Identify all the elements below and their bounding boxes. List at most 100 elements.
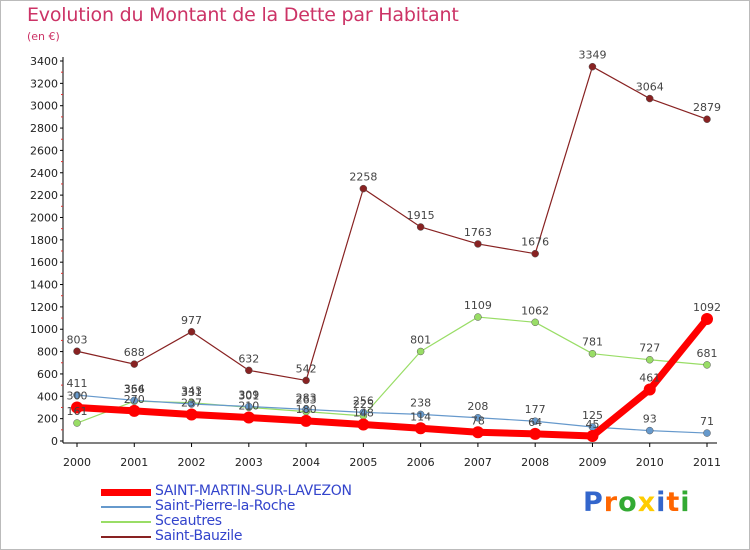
data-label: 125 (582, 409, 603, 422)
logo-letter: P (583, 487, 604, 518)
data-point (357, 418, 370, 431)
legend-swatch (101, 536, 151, 538)
legend-label: Saint-Bauzile (155, 528, 243, 544)
x-tick-label: 2004 (292, 456, 320, 469)
data-label: 681 (697, 347, 718, 360)
data-label: 208 (467, 400, 488, 413)
y-tick-label: 2600 (30, 144, 58, 157)
data-point (531, 249, 539, 258)
data-point (300, 414, 313, 427)
data-point (359, 408, 368, 417)
data-point (187, 328, 196, 336)
y-tick-label: 1800 (30, 234, 58, 247)
data-label: 263 (296, 394, 317, 407)
data-label: 343 (181, 385, 202, 398)
y-tick-label: 3400 (30, 55, 58, 68)
data-label: 71 (700, 415, 714, 428)
data-label: 2879 (693, 101, 721, 114)
y-tick-label: 3000 (30, 100, 58, 113)
data-point (185, 408, 198, 421)
data-label: 78 (471, 414, 485, 427)
data-label: 237 (181, 397, 202, 410)
x-tick-label: 2000 (63, 456, 91, 469)
data-label: 977 (181, 314, 202, 327)
data-point (245, 366, 253, 375)
data-label: 461 (639, 371, 660, 384)
data-label: 180 (296, 403, 317, 416)
x-tick-label: 2011 (693, 456, 721, 469)
data-label: 161 (67, 405, 88, 418)
data-label: 1092 (693, 301, 721, 314)
data-label: 688 (124, 346, 145, 359)
x-tick-label: 2002 (178, 456, 206, 469)
data-point (128, 404, 141, 417)
data-point (73, 391, 81, 399)
y-tick-label: 800 (37, 346, 58, 359)
logo-letter: x (637, 487, 657, 518)
data-label: 801 (410, 333, 431, 346)
data-label: 356 (124, 383, 145, 396)
x-tick-label: 2010 (636, 456, 664, 469)
y-tick-label: 1200 (30, 301, 58, 314)
logo-letter: t (666, 487, 681, 518)
data-point (73, 347, 81, 356)
y-tick-label: 2400 (30, 167, 58, 180)
data-point (73, 419, 81, 427)
data-point (643, 383, 656, 396)
y-tick-label: 2200 (30, 189, 58, 202)
x-tick-label: 2005 (349, 456, 377, 469)
proxiti-logo: Proxiti (583, 487, 691, 518)
data-point (302, 376, 310, 385)
series-line-0 (73, 315, 711, 440)
data-label: 283 (296, 391, 317, 404)
logo-letter: i (680, 487, 691, 518)
legend-swatch (101, 488, 151, 496)
legend-swatch (101, 506, 151, 508)
data-point (645, 426, 654, 435)
y-tick-label: 1600 (30, 256, 58, 269)
data-label: 542 (296, 362, 317, 375)
data-point (588, 349, 597, 358)
data-point (414, 422, 427, 435)
data-point (245, 402, 253, 411)
data-label: 331 (181, 386, 202, 399)
data-label: 781 (582, 336, 603, 349)
data-point (703, 361, 711, 369)
x-tick-label: 2009 (578, 456, 606, 469)
data-point (529, 427, 542, 440)
chart-title: Evolution du Montant de la Dette par Hab… (27, 4, 459, 26)
data-label: 93 (643, 413, 657, 426)
y-tick-label: 2800 (30, 122, 58, 135)
data-label: 1676 (521, 236, 549, 249)
y-tick-label: 3200 (30, 77, 58, 90)
data-point (130, 396, 139, 405)
data-label: 411 (67, 377, 88, 390)
data-label: 803 (67, 333, 88, 346)
y-tick-label: 600 (37, 368, 58, 381)
data-label: 270 (124, 393, 145, 406)
legend-label: Saint-Pierre-la-Roche (155, 498, 296, 514)
data-label: 238 (410, 396, 431, 409)
data-label: 301 (238, 389, 259, 402)
data-point (130, 360, 139, 368)
y-tick-label: 400 (37, 390, 58, 403)
data-point (242, 411, 255, 424)
legend-label: Sceautres (155, 513, 222, 529)
data-point (187, 400, 196, 408)
y-tick-label: 1400 (30, 279, 58, 292)
data-label: 727 (639, 342, 660, 355)
data-label: 2258 (349, 171, 377, 184)
data-label: 300 (67, 389, 88, 402)
data-point (416, 410, 425, 419)
data-point (703, 115, 711, 123)
data-label: 225 (353, 398, 374, 411)
logo-letter: i (656, 487, 667, 518)
data-label: 364 (124, 382, 145, 395)
data-point (701, 312, 713, 325)
data-label: 148 (353, 406, 374, 419)
legend-label: SAINT-MARTIN-SUR-LAVEZON (155, 483, 352, 499)
data-point (531, 318, 539, 327)
series-line-2 (76, 316, 708, 424)
